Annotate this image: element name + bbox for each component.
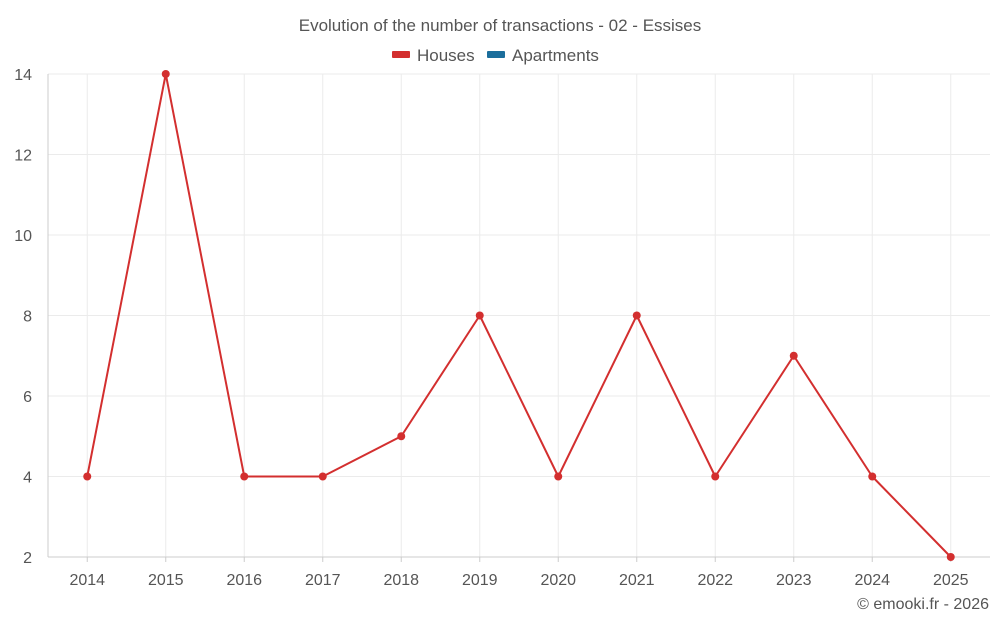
- series: [83, 70, 955, 561]
- x-tick-label: 2017: [305, 572, 341, 589]
- y-tick-label: 4: [23, 470, 32, 487]
- data-point-houses-2014[interactable]: [83, 472, 92, 481]
- y-tick-label: 14: [14, 67, 32, 84]
- data-point-houses-2023[interactable]: [789, 351, 798, 360]
- x-tick-label: 2020: [540, 572, 576, 589]
- x-tick-label: 2016: [226, 572, 262, 589]
- data-point-houses-2017[interactable]: [318, 472, 327, 481]
- x-tick-label: 2021: [619, 572, 655, 589]
- x-tick-label: 2025: [933, 572, 969, 589]
- data-point-houses-2021[interactable]: [632, 311, 641, 320]
- x-tick-label: 2014: [69, 572, 105, 589]
- x-tick-label: 2019: [462, 572, 498, 589]
- y-axis-ticks: 2 4 6 8 10 12 14: [14, 67, 32, 567]
- y-tick-label: 8: [23, 309, 32, 326]
- legend-item-houses[interactable]: Houses: [392, 46, 475, 65]
- data-point-houses-2024[interactable]: [868, 472, 877, 481]
- legend: Houses Apartments: [392, 46, 599, 65]
- data-point-houses-2019[interactable]: [475, 311, 484, 320]
- grid: [48, 73, 990, 557]
- y-tick-label: 6: [23, 389, 32, 406]
- legend-label-houses: Houses: [417, 46, 475, 65]
- legend-item-apartments[interactable]: Apartments: [487, 46, 599, 65]
- x-tick-label: 2022: [697, 572, 733, 589]
- x-tick-label: 2024: [854, 572, 890, 589]
- x-tick-label: 2015: [148, 572, 184, 589]
- legend-swatch-apartments: [487, 51, 505, 58]
- chart-title: Evolution of the number of transactions …: [299, 16, 702, 35]
- series-line-houses: [86, 73, 952, 558]
- credit-text: © emooki.fr - 2026: [857, 596, 989, 613]
- data-point-houses-2025[interactable]: [946, 553, 955, 561]
- x-axis-ticks: 2014 2015 2016 2017 2018 2019 2020 2021 2022 2023…: [69, 572, 968, 589]
- data-point-houses-2022[interactable]: [711, 472, 720, 481]
- data-point-houses-2015[interactable]: [161, 70, 170, 78]
- axes: [47, 74, 990, 562]
- x-tick-label: 2023: [776, 572, 812, 589]
- legend-swatch-houses: [392, 51, 410, 58]
- data-point-houses-2018[interactable]: [397, 432, 406, 441]
- y-tick-label: 12: [14, 148, 32, 165]
- y-tick-label: 2: [23, 550, 32, 567]
- x-tick-label: 2018: [383, 572, 419, 589]
- y-tick-label: 10: [14, 228, 32, 245]
- data-point-houses-2016[interactable]: [240, 472, 249, 481]
- data-point-houses-2020[interactable]: [554, 472, 563, 481]
- legend-label-apartments: Apartments: [512, 46, 599, 65]
